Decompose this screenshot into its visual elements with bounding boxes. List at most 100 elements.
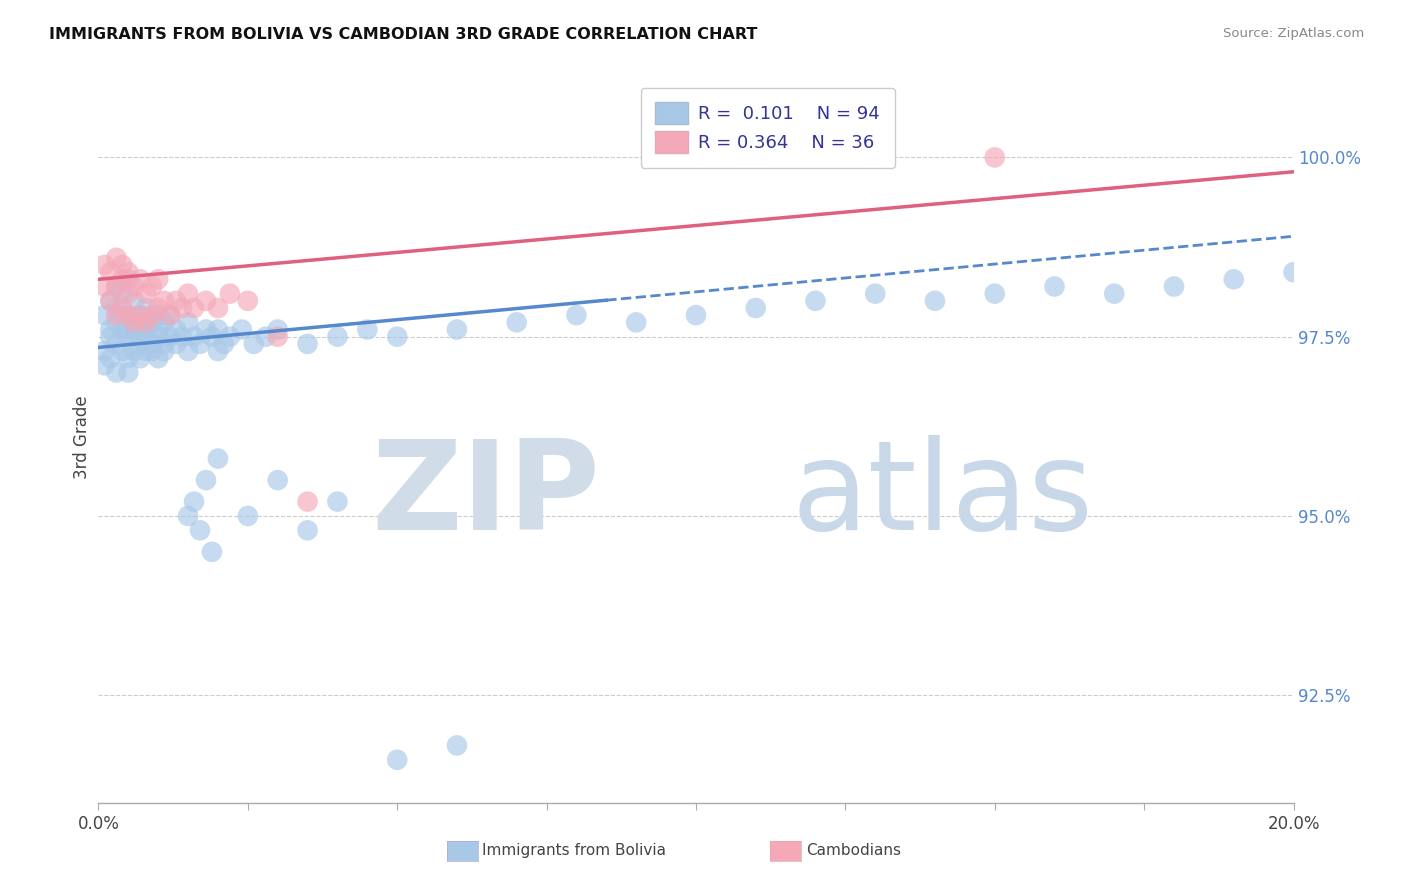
- Point: [188, 524, 211, 538]
- Point: [177, 508, 200, 523]
- Point: [111, 301, 134, 315]
- Point: [135, 344, 157, 359]
- Point: [124, 293, 146, 308]
- Point: [141, 315, 163, 329]
- Point: [236, 293, 259, 308]
- Point: [117, 322, 139, 336]
- Point: [177, 344, 200, 359]
- Point: [984, 286, 1007, 301]
- Point: [105, 308, 128, 322]
- Point: [183, 301, 205, 315]
- Point: [98, 322, 122, 336]
- Point: [98, 329, 122, 343]
- Point: [117, 366, 139, 380]
- Point: [207, 301, 229, 315]
- Point: [135, 301, 157, 315]
- Point: [148, 322, 170, 336]
- Point: [98, 293, 122, 308]
- Point: [1282, 265, 1305, 279]
- Text: Source: ZipAtlas.com: Source: ZipAtlas.com: [1223, 27, 1364, 40]
- Point: [924, 293, 946, 308]
- Point: [105, 279, 128, 293]
- Point: [385, 753, 409, 767]
- Y-axis label: 3rd Grade: 3rd Grade: [73, 395, 91, 479]
- Point: [212, 336, 235, 351]
- Text: IMMIGRANTS FROM BOLIVIA VS CAMBODIAN 3RD GRADE CORRELATION CHART: IMMIGRANTS FROM BOLIVIA VS CAMBODIAN 3RD…: [49, 27, 758, 42]
- Point: [117, 265, 139, 279]
- Point: [297, 494, 319, 508]
- Point: [385, 329, 409, 343]
- Point: [141, 336, 163, 351]
- Point: [172, 329, 194, 343]
- Point: [153, 293, 176, 308]
- Point: [111, 272, 134, 286]
- Point: [124, 344, 146, 359]
- Point: [159, 308, 181, 322]
- Point: [297, 524, 319, 538]
- Point: [172, 301, 194, 315]
- Point: [236, 508, 259, 523]
- Point: [865, 286, 887, 301]
- Point: [98, 265, 122, 279]
- Point: [153, 344, 176, 359]
- Point: [93, 308, 115, 322]
- Point: [129, 272, 152, 286]
- Point: [165, 322, 187, 336]
- Point: [93, 258, 115, 272]
- Point: [267, 329, 290, 343]
- Point: [117, 329, 139, 343]
- Point: [111, 286, 134, 301]
- Point: [135, 315, 157, 329]
- Point: [135, 286, 157, 301]
- Point: [267, 473, 290, 487]
- Point: [105, 279, 128, 293]
- Point: [356, 322, 378, 336]
- Point: [506, 315, 529, 329]
- Point: [141, 279, 163, 293]
- Point: [98, 351, 122, 366]
- Point: [111, 322, 134, 336]
- Point: [1163, 279, 1185, 293]
- Point: [446, 322, 468, 336]
- Point: [446, 739, 468, 753]
- Point: [1104, 286, 1126, 301]
- Text: Cambodians: Cambodians: [806, 844, 901, 858]
- Text: atlas: atlas: [792, 435, 1094, 556]
- Point: [135, 329, 157, 343]
- Point: [231, 322, 253, 336]
- Text: ZIP: ZIP: [371, 435, 600, 556]
- Point: [129, 308, 152, 322]
- Point: [111, 308, 134, 322]
- Point: [195, 293, 218, 308]
- Point: [117, 286, 139, 301]
- Point: [148, 308, 170, 322]
- Point: [141, 308, 163, 322]
- Point: [148, 272, 170, 286]
- Point: [93, 279, 115, 293]
- Text: Immigrants from Bolivia: Immigrants from Bolivia: [482, 844, 666, 858]
- Point: [153, 336, 176, 351]
- Point: [117, 308, 139, 322]
- Point: [219, 286, 242, 301]
- Point: [207, 344, 229, 359]
- Point: [105, 315, 128, 329]
- Point: [183, 329, 205, 343]
- Point: [984, 150, 1007, 164]
- Point: [745, 301, 768, 315]
- Point: [207, 451, 229, 466]
- Point: [98, 293, 122, 308]
- Point: [93, 359, 115, 373]
- Point: [129, 336, 152, 351]
- Point: [129, 351, 152, 366]
- Point: [565, 308, 588, 322]
- Point: [804, 293, 827, 308]
- Point: [297, 336, 319, 351]
- Point: [153, 315, 176, 329]
- Point: [124, 329, 146, 343]
- Point: [195, 322, 218, 336]
- Point: [129, 308, 152, 322]
- Point: [201, 329, 224, 343]
- Point: [326, 494, 349, 508]
- Legend: R =  0.101    N = 94, R = 0.364    N = 36: R = 0.101 N = 94, R = 0.364 N = 36: [641, 87, 894, 168]
- Point: [183, 494, 205, 508]
